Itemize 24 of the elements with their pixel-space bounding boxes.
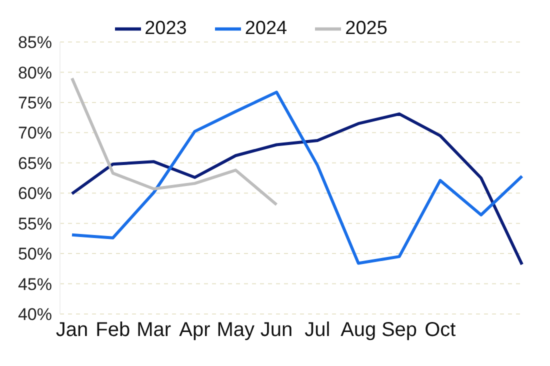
y-tick-label: 85% bbox=[18, 33, 52, 52]
legend-label: 2023 bbox=[144, 18, 187, 40]
x-tick-label: Aug bbox=[340, 319, 376, 342]
x-tick-label: Jun bbox=[260, 319, 293, 342]
x-tick-label: Jul bbox=[304, 319, 330, 342]
y-tick-label: 70% bbox=[18, 124, 52, 143]
y-tick-label: 50% bbox=[18, 244, 52, 264]
y-tick-label: 45% bbox=[18, 274, 52, 294]
y-tick-label: 80% bbox=[18, 63, 52, 82]
x-tick-label: Apr bbox=[179, 319, 211, 342]
x-tick-label: Feb bbox=[96, 319, 130, 342]
x-tick-label: Jan bbox=[56, 319, 88, 342]
x-tick-label: Mar bbox=[136, 319, 172, 342]
legend-label: 2025 bbox=[345, 18, 388, 40]
y-tick-label: 55% bbox=[18, 214, 52, 234]
y-tick-label: 75% bbox=[18, 93, 52, 112]
legend-label: 2024 bbox=[244, 18, 288, 40]
y-tick-label: 40% bbox=[18, 305, 52, 324]
x-tick-label: Sep bbox=[381, 319, 418, 342]
y-tick-label: 60% bbox=[18, 184, 52, 204]
x-tick-label: Oct bbox=[424, 319, 456, 342]
y-tick-label: 65% bbox=[18, 154, 52, 173]
line-series bbox=[70, 76, 278, 206]
x-tick-label: May bbox=[216, 319, 255, 342]
